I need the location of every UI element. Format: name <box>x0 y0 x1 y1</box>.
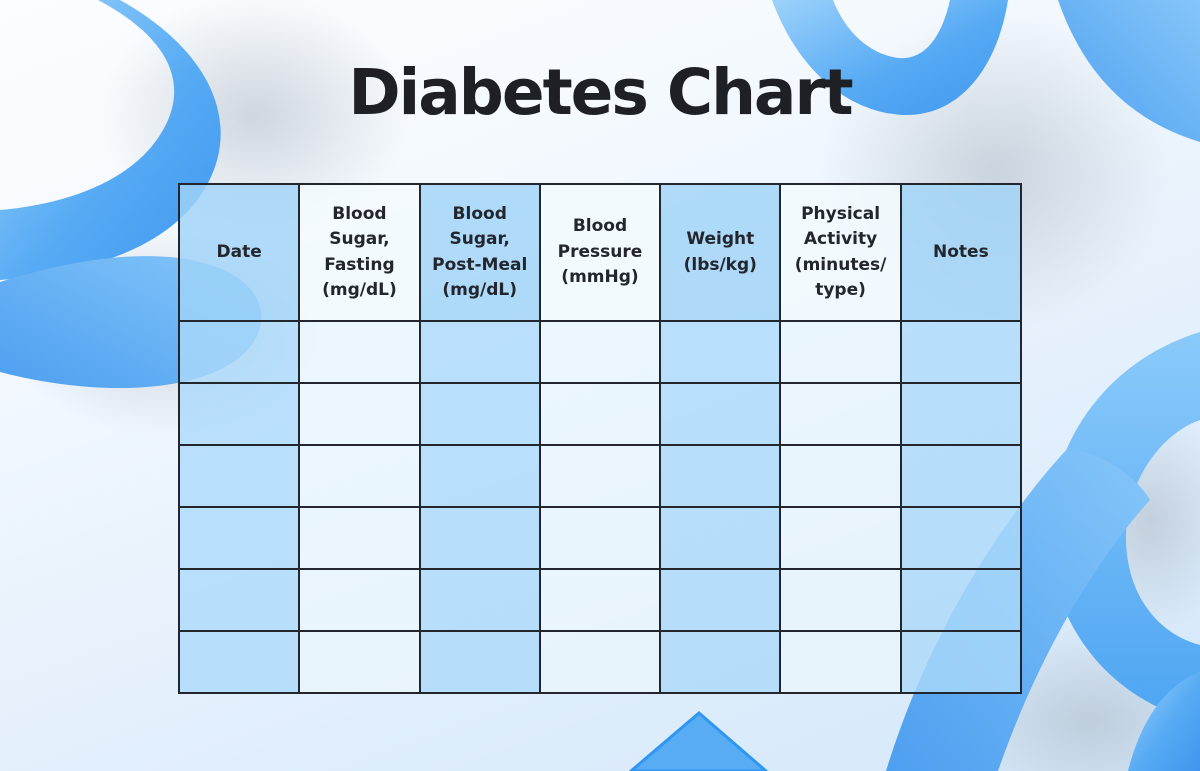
cell-weight <box>659 568 782 632</box>
column-header-date: Date <box>177 183 301 322</box>
cell-date <box>177 382 301 446</box>
cell-date <box>177 630 301 694</box>
cell-date <box>177 568 301 632</box>
cell-blood-pressure <box>538 630 662 694</box>
table-header-row: Date Blood Sugar, Fasting (mg/dL) Blood … <box>177 183 1023 322</box>
blue-ribbon-top-left <box>0 0 221 280</box>
cell-blood-sugar-fasting <box>298 444 421 508</box>
cell-physical-activity <box>779 444 902 508</box>
blue-ribbon-top-right-loop <box>772 0 1008 116</box>
cell-weight <box>659 630 782 694</box>
cell-physical-activity <box>779 568 902 632</box>
cell-blood-pressure <box>538 444 662 508</box>
table-row <box>177 630 1023 694</box>
cell-physical-activity <box>779 630 902 694</box>
table-row <box>177 444 1023 508</box>
cell-date <box>177 320 301 384</box>
cell-blood-sugar-post-meal <box>418 630 541 694</box>
column-header-physical-activity: Physical Activity (minutes/ type) <box>779 183 902 322</box>
cell-notes <box>899 630 1023 694</box>
table-row <box>177 382 1023 446</box>
cell-physical-activity <box>779 382 902 446</box>
cell-blood-sugar-post-meal <box>418 506 541 570</box>
cell-blood-pressure <box>538 506 662 570</box>
cell-blood-pressure <box>538 568 662 632</box>
cell-blood-sugar-fasting <box>298 382 421 446</box>
column-header-blood-pressure: Blood Pressure (mmHg) <box>538 183 662 322</box>
table-row <box>177 320 1023 384</box>
column-header-weight: Weight (lbs/kg) <box>659 183 782 322</box>
cell-blood-pressure <box>538 320 662 384</box>
column-header-blood-sugar-fasting: Blood Sugar, Fasting (mg/dL) <box>298 183 421 322</box>
column-header-blood-sugar-post-meal: Blood Sugar, Post-Meal (mg/dL) <box>418 183 541 322</box>
cell-weight <box>659 444 782 508</box>
cell-blood-sugar-post-meal <box>418 382 541 446</box>
cell-notes <box>899 568 1023 632</box>
cell-blood-sugar-fasting <box>298 630 421 694</box>
cell-blood-sugar-fasting <box>298 320 421 384</box>
cell-weight <box>659 506 782 570</box>
table-header: Date Blood Sugar, Fasting (mg/dL) Blood … <box>177 183 1023 322</box>
cell-blood-sugar-fasting <box>298 568 421 632</box>
table-row <box>177 568 1023 632</box>
page-title: Diabetes Chart <box>348 56 853 129</box>
cell-date <box>177 506 301 570</box>
cell-blood-sugar-post-meal <box>418 320 541 384</box>
table-row <box>177 506 1023 570</box>
cell-notes <box>899 506 1023 570</box>
cell-physical-activity <box>779 506 902 570</box>
diabetes-table: Date Blood Sugar, Fasting (mg/dL) Blood … <box>177 183 1023 694</box>
cell-notes <box>899 444 1023 508</box>
column-header-notes: Notes <box>899 183 1023 322</box>
blue-ribbon-bottom-right-wedge <box>1128 672 1200 771</box>
cell-weight <box>659 382 782 446</box>
cell-blood-sugar-post-meal <box>418 444 541 508</box>
cell-date <box>177 444 301 508</box>
blue-ribbon-top-right-corner <box>1058 0 1200 142</box>
blue-triangle-bottom-center <box>628 711 769 771</box>
cell-blood-sugar-post-meal <box>418 568 541 632</box>
cell-blood-sugar-fasting <box>298 506 421 570</box>
cell-blood-pressure <box>538 382 662 446</box>
cell-notes <box>899 320 1023 384</box>
cell-notes <box>899 382 1023 446</box>
table-body <box>177 320 1023 694</box>
cell-weight <box>659 320 782 384</box>
cell-physical-activity <box>779 320 902 384</box>
